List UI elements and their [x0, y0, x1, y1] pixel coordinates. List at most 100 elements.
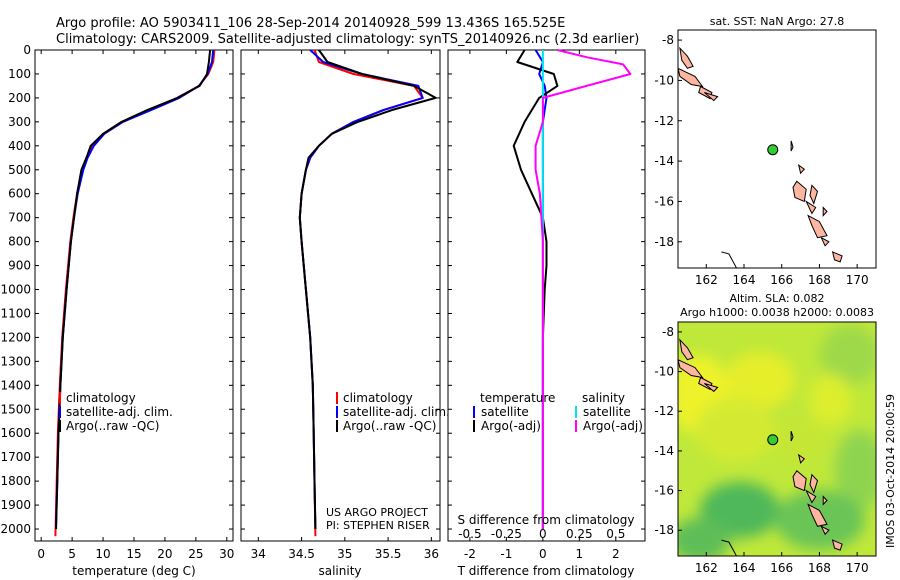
map-xtick-label: 162 [695, 561, 718, 575]
map-ytick-label: -16 [654, 194, 674, 208]
top-xtick-label: -0.25 [491, 527, 522, 541]
xtick-label: 35 [337, 547, 352, 561]
project-note: US ARGO PROJECT [326, 506, 428, 519]
map-xtick-label: 170 [846, 273, 869, 287]
sla-map-panel: Altim. SLA: 0.082 Argo h1000: 0.0038 h20… [654, 292, 897, 575]
island-shape [704, 383, 719, 393]
ytick-label: 1600 [0, 426, 31, 440]
ytick-label: 200 [8, 91, 31, 105]
ytick-label: 1100 [0, 306, 31, 320]
island-shape [805, 200, 817, 215]
diff-top-xlabel: S difference from climatology [458, 513, 635, 527]
map-top-title: sat. SST: NaN Argo: 27.8 [710, 15, 844, 28]
ytick-label: 100 [8, 67, 31, 81]
top-xtick-label: 0 [539, 527, 547, 541]
ytick-label: 2000 [0, 522, 31, 536]
float-marker-bottom [767, 434, 779, 446]
xtick-label: -1 [500, 547, 512, 561]
diff-legend-temp-title: temperature [480, 391, 555, 405]
island-shape [792, 469, 807, 492]
header-line2: Climatology: CARS2009. Satellite-adjuste… [56, 32, 639, 47]
island-shape [679, 46, 694, 69]
map-ytick-label: -12 [654, 404, 674, 418]
ytick-label: 500 [8, 163, 31, 177]
diff-legend-sal-argo: Argo(-adj) [583, 419, 643, 433]
map-xtick-label: 166 [770, 273, 793, 287]
island-shape [704, 92, 719, 102]
map-ytick-label: -12 [654, 114, 674, 128]
timestamp-note: IMOS 03-Oct-2014 20:00:59 [884, 394, 897, 548]
ytick-label: 400 [8, 139, 31, 153]
xtick-label: 25 [188, 547, 203, 561]
island-shape [809, 473, 819, 494]
map-bottom-title1: Altim. SLA: 0.082 [729, 292, 824, 305]
diff-xlabel: T difference from climatology [457, 564, 635, 578]
island-shape [807, 214, 828, 239]
ytick-label: 1800 [0, 474, 31, 488]
ytick-label: 0 [23, 43, 31, 57]
island-shape [797, 163, 806, 175]
diff-legend-sal-sat: satellite [583, 405, 631, 419]
reef-outline [721, 251, 737, 268]
ytick-label: 1700 [0, 450, 31, 464]
sla-heatmap [678, 322, 876, 556]
map-xtick-label: 162 [695, 273, 718, 287]
top-xtick-label: 0.25 [566, 527, 593, 541]
ytick-label: 1400 [0, 378, 31, 392]
ytick-label: 1000 [0, 283, 31, 297]
island-shape [822, 495, 828, 506]
ytick-label: 1500 [0, 402, 31, 416]
xtick-label: 34 [251, 547, 266, 561]
island-shape [678, 359, 704, 379]
map-ytick-label: -18 [654, 235, 674, 249]
map-xtick-label: 168 [808, 273, 831, 287]
xtick-label: 35.5 [375, 547, 402, 561]
island-shape [807, 503, 828, 527]
map-ytick-label: -14 [654, 154, 674, 168]
island-shape [792, 180, 807, 203]
xtick-label: 36 [424, 547, 439, 561]
island-shape [820, 525, 830, 536]
ytick-label: 600 [8, 187, 31, 201]
top-xtick-label: 0.5 [606, 527, 625, 541]
diff-legend-temp-argo: Argo(-adj) [481, 419, 541, 433]
island-shape [831, 539, 843, 551]
diff-legend-sal-title: salinity [582, 391, 625, 405]
top-xtick-label: -0.5 [458, 527, 481, 541]
sal-legend: climatology satellite-adj. clim. Argo(..… [336, 391, 450, 433]
temp-legend-argo: Argo(..raw -QC) [66, 419, 159, 433]
map-ytick-label: -8 [662, 325, 674, 339]
island-shape [790, 430, 794, 442]
diff-legend: temperature satellite Argo(-adj) salinit… [473, 391, 643, 433]
series-line-2 [55, 49, 212, 530]
xtick-label: 0 [37, 547, 45, 561]
xtick-label: 20 [157, 547, 172, 561]
xtick-label: 34.5 [288, 547, 315, 561]
reef-outline [721, 539, 737, 556]
island-shape [678, 67, 704, 88]
map-xtick-label: 170 [846, 561, 869, 575]
ytick-label: 1200 [0, 330, 31, 344]
temp-legend-sat: satellite-adj. clim. [66, 405, 173, 419]
island-shape [831, 251, 843, 263]
island-shape [805, 489, 817, 504]
island-shape [822, 206, 828, 217]
ytick-label: 1900 [0, 498, 31, 512]
island-shape [790, 140, 794, 152]
series-line-2 [298, 49, 437, 530]
sal-xlabel: salinity [318, 564, 361, 578]
sal-legend-clim: climatology [343, 391, 413, 405]
xtick-label: 0 [539, 547, 547, 561]
temp-xlabel: temperature (deg C) [72, 564, 195, 578]
map-ytick-label: -18 [654, 523, 674, 537]
ytick-label: 900 [8, 259, 31, 273]
xtick-label: 2 [612, 547, 620, 561]
island-shape [809, 184, 819, 205]
map-xtick-label: 166 [770, 561, 793, 575]
map-xtick-label: 164 [733, 273, 756, 287]
map-xtick-label: 168 [808, 561, 831, 575]
map-xtick-label: 164 [733, 561, 756, 575]
difference-panel: -2 -1 0 1 2 -0.5 -0.25 0 0.25 0.5 S difference f… [447, 49, 646, 578]
map-ytick-label: -10 [654, 73, 674, 87]
